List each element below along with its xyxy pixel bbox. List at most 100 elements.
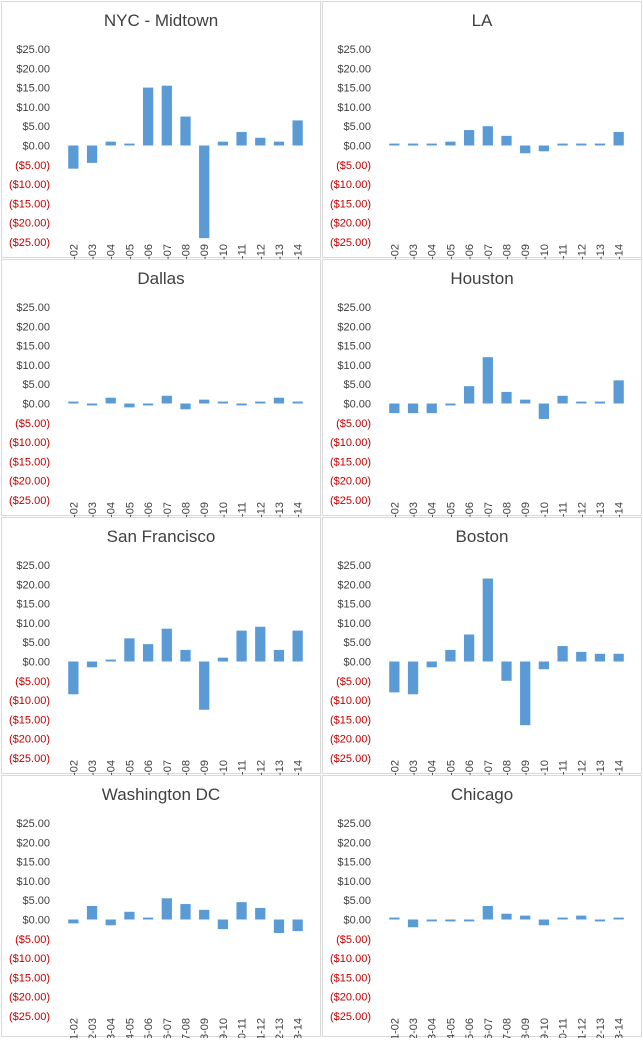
bar-13-14 <box>292 630 303 662</box>
y-tick-label: $15.00 <box>16 599 50 611</box>
bar-02-03 <box>86 905 98 920</box>
x-tick-label: 12-13 <box>274 502 286 517</box>
x-tick-label: 13-14 <box>293 502 305 517</box>
bar-10-11 <box>557 646 568 662</box>
y-tick-label: ($25.00) <box>9 495 50 507</box>
y-tick-label: $0.00 <box>22 141 50 153</box>
bar-02-03 <box>86 403 98 406</box>
x-tick-label: 11-12 <box>255 760 267 775</box>
bar-10-11 <box>557 917 568 920</box>
y-tick-label: $5.00 <box>343 121 371 133</box>
bar-03-04 <box>426 403 437 414</box>
x-tick-label: 07-08 <box>181 502 193 517</box>
y-tick-label: ($10.00) <box>330 179 371 191</box>
x-tick-label: 03-04 <box>427 1018 439 1038</box>
bar-09-10 <box>217 657 229 662</box>
bar-12-13 <box>594 919 606 922</box>
x-tick-label: 05-06 <box>143 244 155 259</box>
x-tick-label: 11-12 <box>255 244 267 259</box>
y-tick-label: $10.00 <box>16 876 50 888</box>
bar-08-09 <box>520 399 531 404</box>
bar-08-09 <box>199 909 210 920</box>
y-tick-label: $10.00 <box>16 102 50 114</box>
bar-07-08 <box>501 661 512 681</box>
bar-05-06 <box>463 130 475 146</box>
bar-05-06 <box>463 386 475 404</box>
x-tick-label: 07-08 <box>502 244 514 259</box>
x-tick-label: 08-09 <box>199 760 211 775</box>
x-tick-label: 11-12 <box>576 244 588 259</box>
bar-01-02 <box>389 143 400 146</box>
y-tick-label: $20.00 <box>337 579 371 591</box>
x-tick-label: 04-05 <box>124 760 136 775</box>
bar-04-05 <box>124 638 135 662</box>
bar-13-14 <box>613 380 624 404</box>
x-tick-label: 02-03 <box>408 244 420 259</box>
x-tick-label: 01-02 <box>68 1018 80 1038</box>
bar-11-12 <box>576 651 587 662</box>
chart-panel-houston: Houston $25.00 $20.00 $15.00 $10.00 $5.00 $0.… <box>322 259 642 517</box>
x-tick-label: 05-06 <box>464 760 476 775</box>
bar-03-04 <box>426 661 437 668</box>
x-tick-label: 13-14 <box>293 1018 305 1038</box>
bar-08-09 <box>199 399 210 404</box>
bar-05-06 <box>463 634 475 662</box>
y-tick-label: $15.00 <box>16 83 50 95</box>
x-tick-label: 13-14 <box>293 760 305 775</box>
bar-10-11 <box>236 131 247 146</box>
x-tick-label: 12-13 <box>274 244 286 259</box>
x-tick-label: 11-12 <box>576 760 588 775</box>
x-tick-label: 05-06 <box>143 1018 155 1038</box>
bar-05-06 <box>142 87 154 146</box>
x-tick-label: 05-06 <box>464 502 476 517</box>
bar-13-14 <box>292 919 303 932</box>
y-tick-label: ($20.00) <box>330 734 371 746</box>
x-tick-label: 11-12 <box>255 502 267 517</box>
x-tick-label: 02-03 <box>87 502 99 517</box>
bar-02-03 <box>407 403 419 414</box>
bar-10-11 <box>236 403 247 406</box>
bar-06-07 <box>482 905 493 920</box>
chart-title: LA <box>471 11 493 30</box>
x-tick-label: 07-08 <box>502 1018 514 1038</box>
x-tick-label: 09-10 <box>218 760 230 775</box>
y-tick-label: ($20.00) <box>9 476 50 488</box>
y-tick-label: ($15.00) <box>9 714 50 726</box>
x-tick-label: 08-09 <box>520 502 532 517</box>
x-tick-label: 06-07 <box>162 760 174 775</box>
y-tick-label: ($25.00) <box>330 753 371 765</box>
bar-08-09 <box>199 661 210 710</box>
y-tick-label: ($20.00) <box>9 992 50 1004</box>
x-tick-label: 01-02 <box>389 760 401 775</box>
x-tick-label: 11-12 <box>576 1018 588 1038</box>
chart-title: San Francisco <box>106 527 216 546</box>
y-tick-label: $20.00 <box>337 837 371 849</box>
x-tick-label: 09-10 <box>218 244 230 259</box>
bar-chart: $25.00 $20.00 $15.00 $10.00 $5.00 $0.00 ($5.00… <box>9 818 305 1038</box>
x-tick-label: 08-09 <box>199 502 211 517</box>
chart-panel-nyc-midtown: NYC - Midtown $25.00 $20.00 $15.00 $10.00 $5… <box>1 1 321 259</box>
x-tick-label: 03-04 <box>427 244 439 259</box>
x-tick-label: 01-02 <box>389 1018 401 1038</box>
bar-06-07 <box>161 395 172 404</box>
bar-chart: $25.00 $20.00 $15.00 $10.00 $5.00 $0.00 ($5.00… <box>330 560 626 775</box>
bar-11-12 <box>576 143 587 146</box>
x-tick-label: 04-05 <box>124 244 136 259</box>
x-tick-label: 03-04 <box>106 244 118 259</box>
chart-panel-boston: Boston $25.00 $20.00 $15.00 $10.00 $5.00 $0.0… <box>322 517 642 775</box>
x-tick-label: 03-04 <box>427 760 439 775</box>
y-tick-label: ($5.00) <box>336 160 371 172</box>
bar-02-03 <box>407 143 419 146</box>
x-tick-label: 03-04 <box>427 502 439 517</box>
y-tick-label: $5.00 <box>22 379 50 391</box>
chart-title: Houston <box>450 269 514 288</box>
bar-01-02 <box>389 403 400 414</box>
bar-chart: $25.00 $20.00 $15.00 $10.00 $5.00 $0.00 ($5.00… <box>330 818 626 1038</box>
chart-title: NYC - Midtown <box>103 11 219 30</box>
x-tick-label: 01-02 <box>68 502 80 517</box>
x-tick-label: 13-14 <box>293 244 305 259</box>
x-tick-label: 03-04 <box>106 760 118 775</box>
y-tick-label: ($10.00) <box>9 953 50 965</box>
x-tick-label: 08-09 <box>520 1018 532 1038</box>
bar-01-02 <box>68 145 79 169</box>
